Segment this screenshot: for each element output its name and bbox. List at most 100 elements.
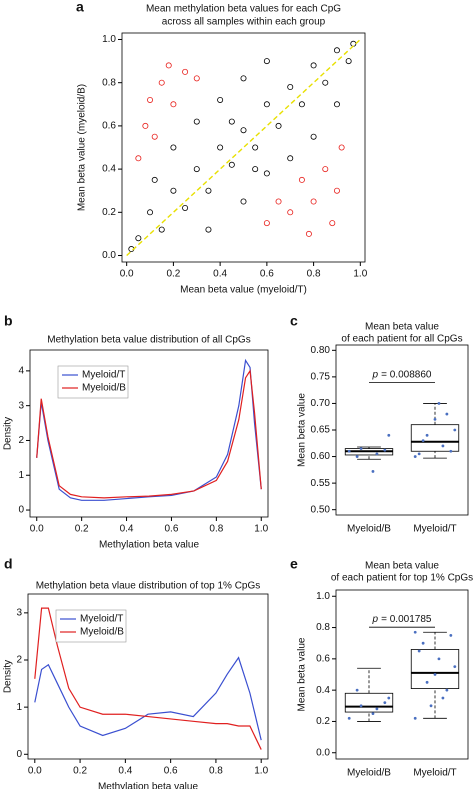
point [263,101,270,108]
y-tick-label: 0.65 [311,425,331,436]
legend-box [55,609,127,643]
point [449,633,453,637]
point [310,198,317,205]
point [287,84,294,91]
y-tick-label: 3 [18,400,24,411]
annotation-text: = 0.001785 [381,614,432,625]
line [34,607,262,750]
y-axis-label: Density [3,660,14,693]
point [298,176,305,183]
y-tick-label: 0.60 [311,451,331,462]
point [347,716,351,720]
annotation: p = 0.001785 [372,614,432,625]
point [445,412,449,416]
point [425,680,429,684]
diagonal [126,38,361,257]
line [34,656,262,741]
y-tick-label: 0.4 [102,164,116,175]
y-axis-label: Mean beta value (myeloid/B) [77,84,88,211]
point [193,118,200,125]
y-tick-label: 2 [18,435,24,446]
x-tick-label: 0.6 [164,524,178,535]
y-tick-label: 0.80 [311,345,331,356]
point [228,118,235,125]
y-tick-label: 3 [16,607,22,618]
point [158,226,165,233]
x-tick-label: 1.0 [353,269,367,280]
panel-label: e [290,556,298,572]
y-tick-label: 1.0 [316,591,330,602]
legend-label: Myeloid/B [80,627,124,638]
plot-frame [27,593,269,760]
legend-label: Myeloid/T [80,614,123,625]
point [217,96,224,103]
point [305,230,312,237]
point [333,187,340,194]
point [147,96,154,103]
point [413,716,417,720]
point [205,187,212,194]
x-tick-label: 0.2 [166,269,180,280]
point [437,657,441,661]
point [310,133,317,140]
x-tick-label: 0.8 [209,524,223,535]
point [355,455,359,458]
y-tick-label: 0.2 [102,207,116,218]
point [421,641,425,645]
legend-box [57,365,129,399]
x-axis-label: Methylation beta value [98,782,199,789]
point [445,688,449,692]
point [387,696,391,700]
annotation-text: = 0.008860 [381,369,432,380]
x-tick-label: 1.0 [254,524,268,535]
panel-label: b [4,313,13,329]
y-tick-label: 0.4 [316,685,330,696]
point [333,47,340,54]
chart-title: Mean beta value [365,322,439,333]
y-tick-label: 0.8 [316,622,330,633]
point [371,470,375,473]
x-tick-label: 0.2 [73,766,87,777]
point [453,665,457,669]
point [417,452,421,456]
x-tick-label: 0.6 [260,269,274,280]
point [228,161,235,168]
line [36,369,262,499]
y-tick-label: 0.70 [311,398,331,409]
x-tick-label: 0.4 [120,524,134,535]
point [345,58,352,65]
y-tick-label: 0.2 [316,716,330,727]
y-tick-label: 0 [16,749,22,760]
point [347,449,351,453]
point [151,133,158,140]
point [170,101,177,108]
point [263,170,270,177]
y-tick-label: 0.50 [311,504,331,515]
point [135,155,142,162]
point [182,68,189,75]
x-tick-label: 0.0 [28,766,42,777]
point [375,452,379,456]
x-tick-label: Myeloid/B [347,524,391,535]
x-tick-label: Myeloid/T [413,524,456,535]
x-tick-label: Myeloid/B [347,768,391,779]
point [240,198,247,205]
point [158,79,165,86]
point [298,101,305,108]
x-axis-label: Mean beta value (myeloid/T) [180,285,307,296]
point [193,75,200,82]
point [252,144,259,151]
point [421,439,425,443]
plot-frame [29,349,269,518]
panel-label: c [290,313,298,329]
point [252,166,259,173]
point [217,144,224,151]
y-tick-label: 0.8 [102,77,116,88]
point [425,433,429,437]
point [240,75,247,82]
annotation: p = 0.008860 [372,369,432,380]
y-tick-label: 0.0 [316,747,330,758]
point [433,673,437,676]
x-tick-label: 0.6 [164,766,178,777]
